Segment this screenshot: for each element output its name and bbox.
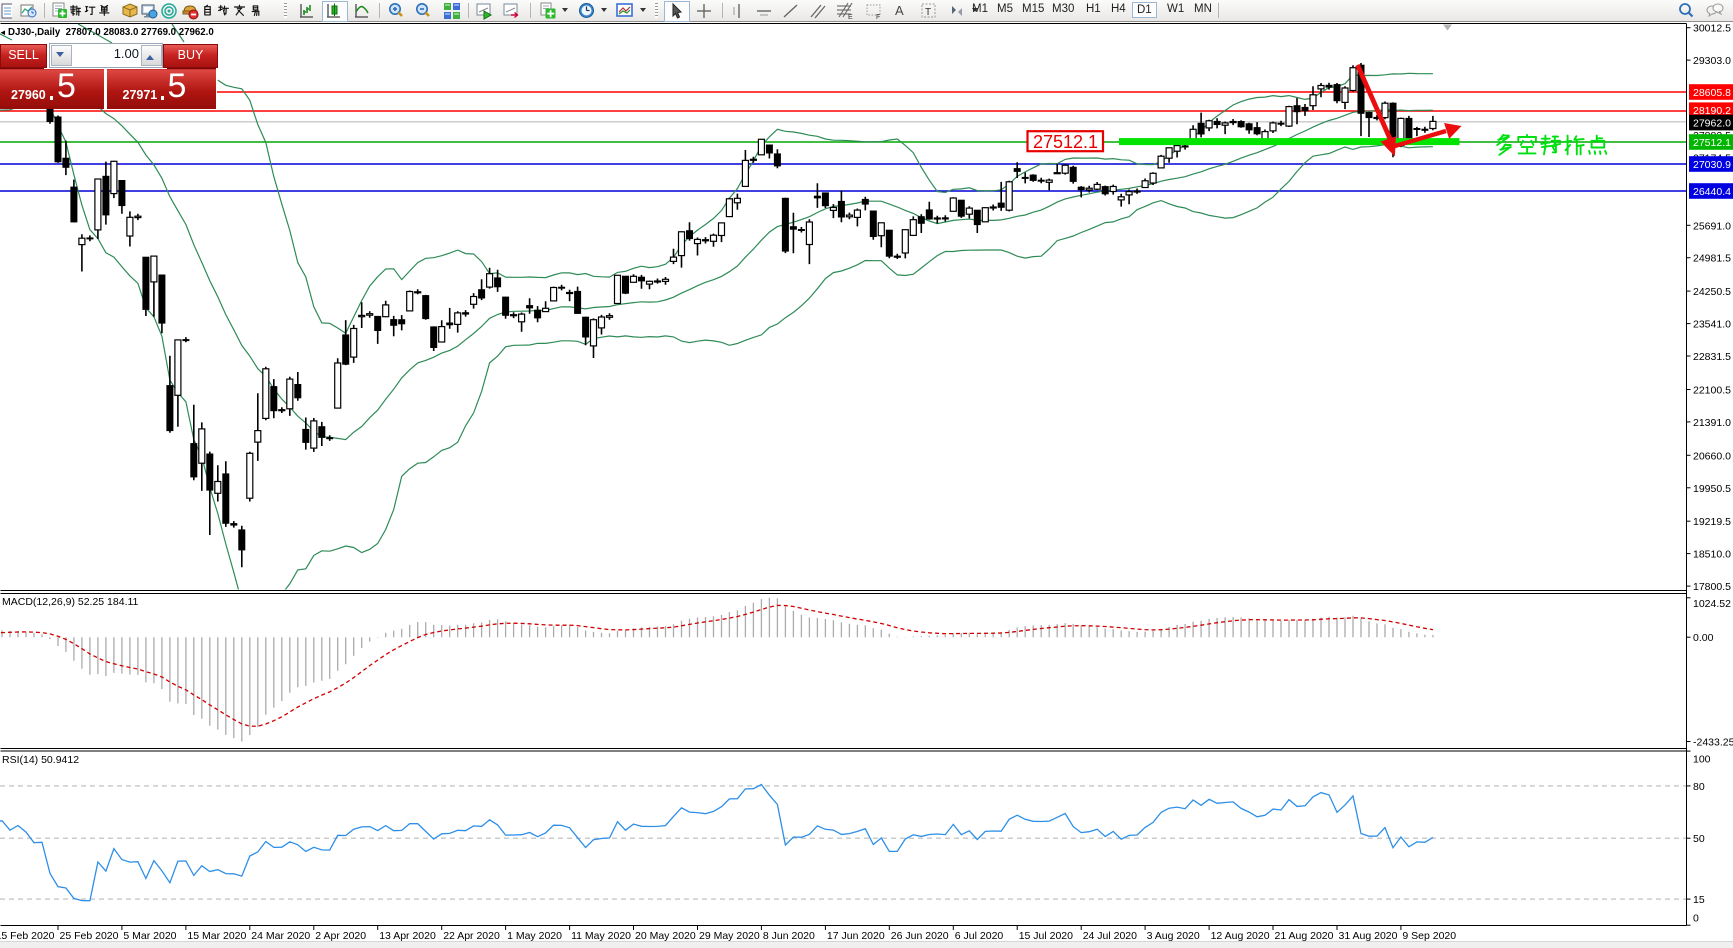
svg-text:0.00: 0.00 (1693, 632, 1714, 644)
svg-text:F: F (876, 14, 880, 20)
svg-text:28605.8: 28605.8 (1693, 87, 1731, 99)
svg-text:21391.0: 21391.0 (1693, 417, 1731, 429)
svg-text:23541.0: 23541.0 (1693, 319, 1731, 331)
svg-text:29303.0: 29303.0 (1693, 55, 1731, 67)
svg-text:24250.5: 24250.5 (1693, 286, 1731, 298)
svg-text:0: 0 (1693, 913, 1699, 925)
svg-text:50: 50 (1693, 833, 1705, 845)
svg-text:80: 80 (1693, 781, 1705, 793)
svg-text:30012.5: 30012.5 (1693, 23, 1731, 35)
svg-text:27512.1: 27512.1 (1693, 137, 1731, 149)
svg-text:E: E (848, 14, 853, 20)
svg-text:25691.0: 25691.0 (1693, 220, 1731, 232)
svg-text:27030.9: 27030.9 (1693, 159, 1731, 171)
svg-text:T: T (925, 7, 931, 18)
svg-text:24981.5: 24981.5 (1693, 253, 1731, 265)
svg-text:26440.4: 26440.4 (1693, 186, 1731, 198)
svg-text:17800.5: 17800.5 (1693, 581, 1731, 593)
svg-text:18510.0: 18510.0 (1693, 549, 1731, 561)
svg-text:100: 100 (1693, 754, 1711, 766)
svg-text:27512.1: 27512.1 (1033, 132, 1098, 152)
svg-text:27962.0: 27962.0 (1693, 118, 1731, 130)
svg-text:20660.0: 20660.0 (1693, 450, 1731, 462)
svg-text:15: 15 (1693, 894, 1705, 906)
svg-text:-2433.25: -2433.25 (1693, 737, 1733, 749)
svg-text:19219.5: 19219.5 (1693, 516, 1731, 528)
svg-text:19950.5: 19950.5 (1693, 483, 1731, 495)
svg-text:22100.5: 22100.5 (1693, 385, 1731, 397)
svg-text:22831.5: 22831.5 (1693, 351, 1731, 363)
svg-text:1024.52: 1024.52 (1693, 598, 1731, 610)
